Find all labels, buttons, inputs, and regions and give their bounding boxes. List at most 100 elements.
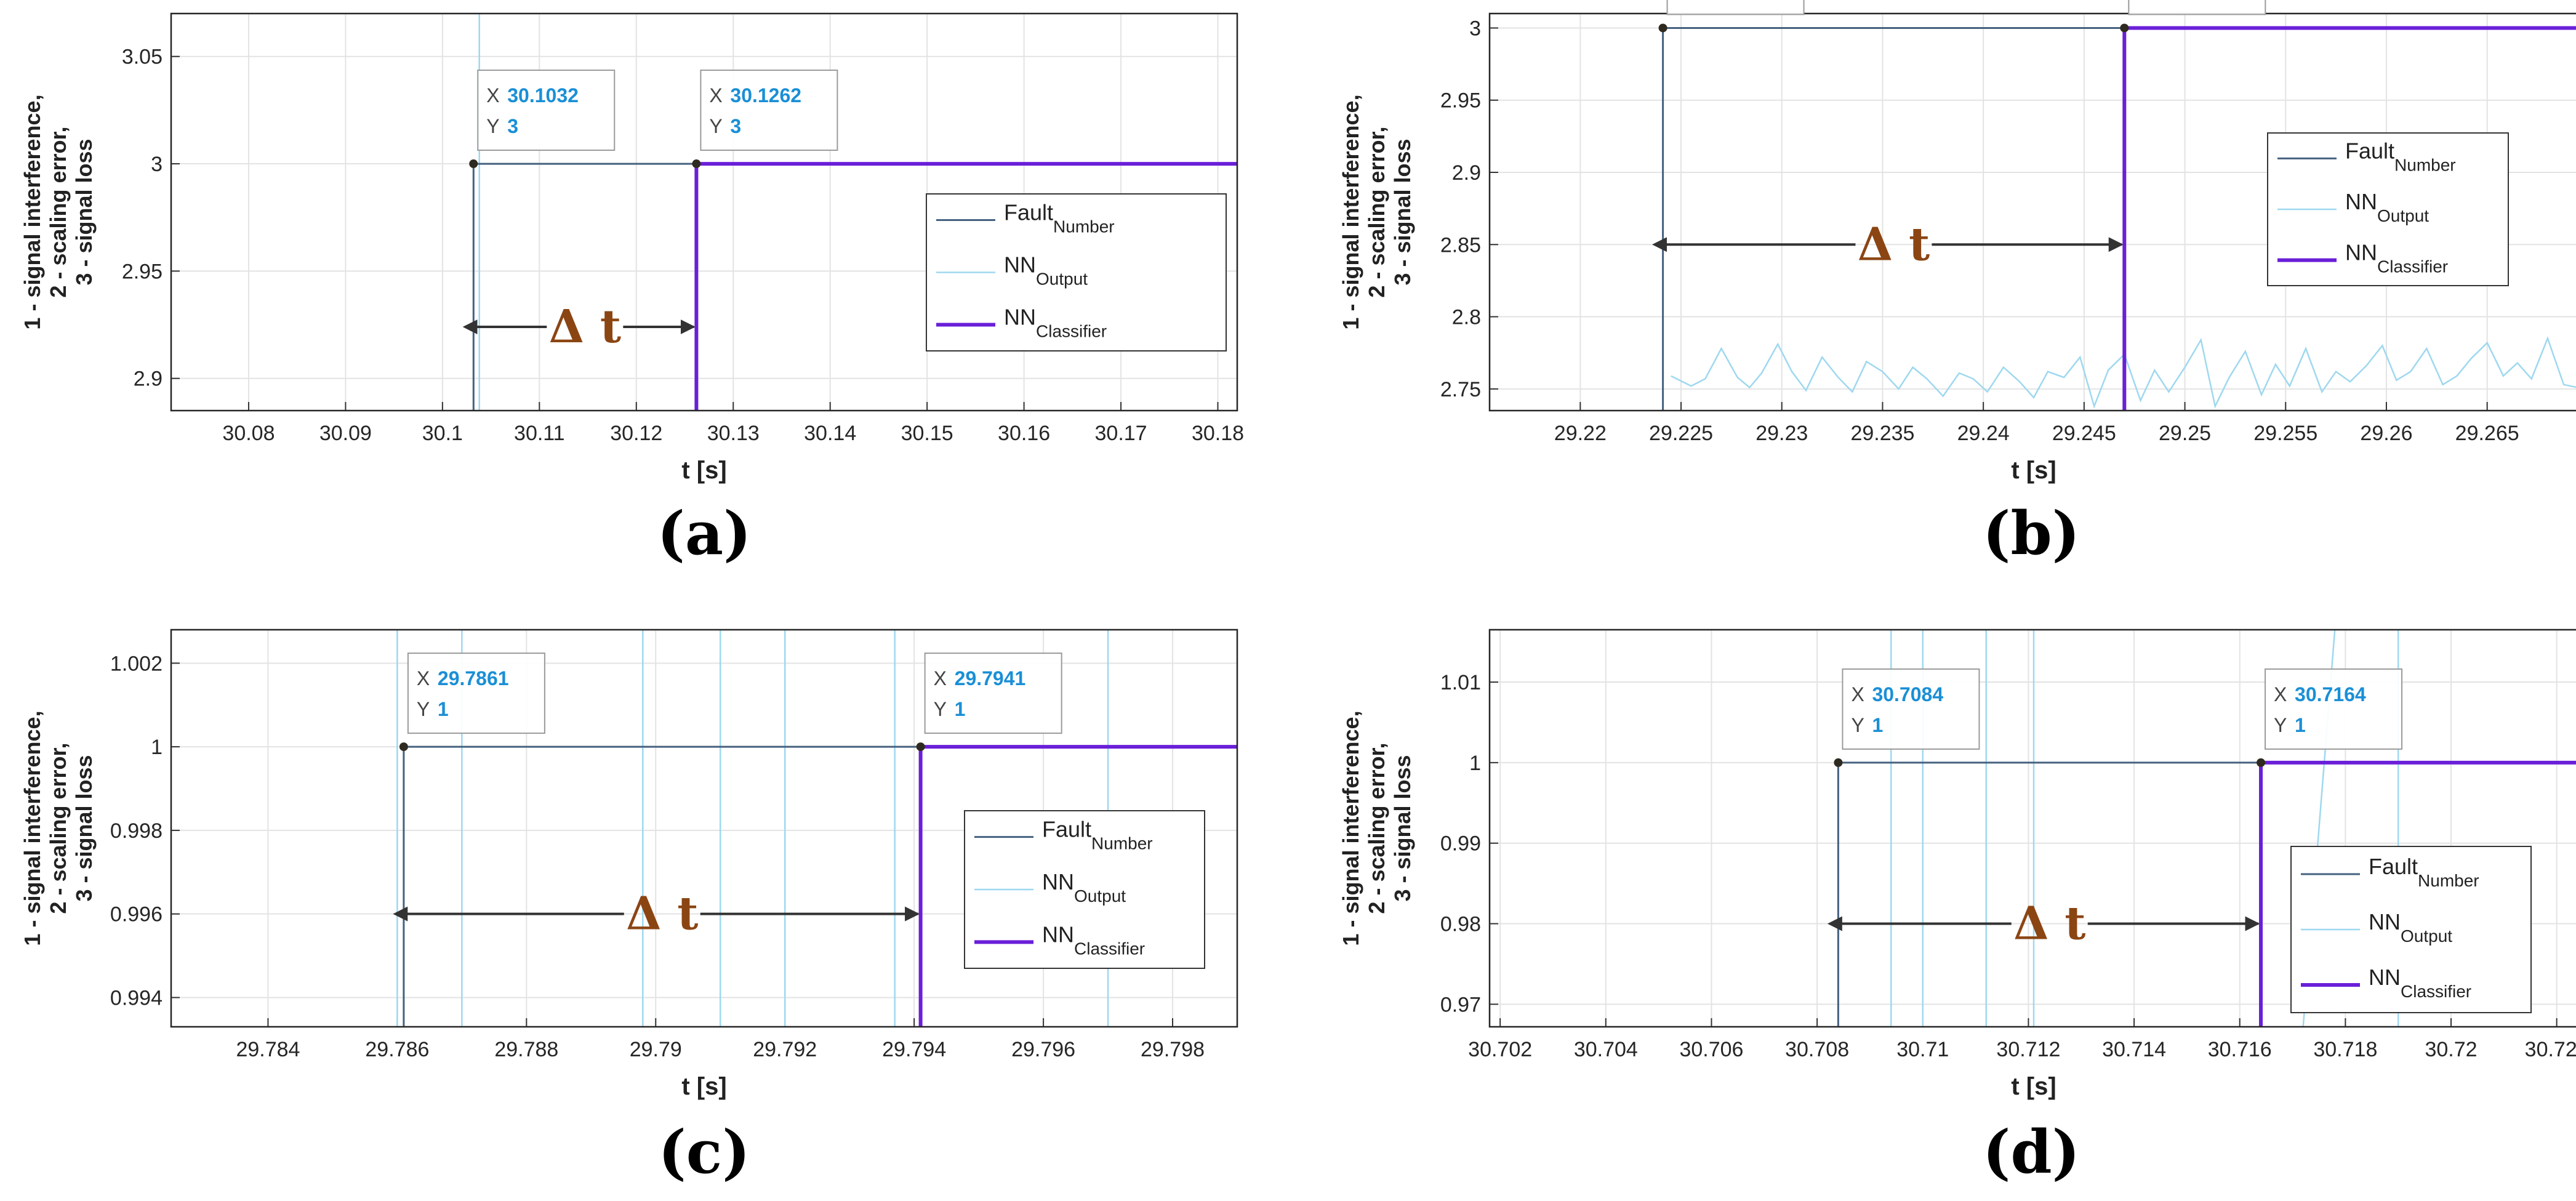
delta-t-label: Δ t bbox=[549, 300, 621, 353]
legend-entry: NNOutput bbox=[2345, 189, 2429, 225]
axes-box bbox=[1488, 629, 2576, 1028]
x-tick-label: 29.794 bbox=[882, 1038, 946, 1061]
x-tick-label: 30.17 bbox=[1095, 422, 1147, 445]
y-tick-label: 0.98 bbox=[1440, 913, 1481, 936]
legend-entry-main: Fault bbox=[1042, 817, 1091, 842]
datatip-x-value: 29.7861 bbox=[438, 667, 509, 689]
y-axis-label-line: 1 - signal interference, bbox=[20, 94, 45, 329]
x-tick-label: 30.09 bbox=[319, 422, 372, 445]
chart-panel: 30.08 30.09 30.1 30.11 30.12 30.13 30.14 30.15 3… bbox=[20, 12, 1244, 568]
legend-entry-sub: Output bbox=[2377, 206, 2429, 225]
y-tick-label: 0.996 bbox=[110, 903, 163, 926]
legend-entry-sub: Number bbox=[2418, 871, 2479, 890]
x-tick-label: 29.245 bbox=[2052, 422, 2116, 445]
legend-entry: NNClassifier bbox=[2369, 965, 2471, 1001]
legend-entry-sub: Output bbox=[1074, 886, 1126, 906]
datatip-y-key: Y bbox=[486, 115, 499, 137]
y-tick-label: 0.998 bbox=[110, 819, 163, 843]
legend-entry: FaultNumber bbox=[1004, 200, 1115, 236]
y-tick-label: 2.9 bbox=[1452, 161, 1481, 185]
x-tick-label: 30.72 bbox=[2425, 1038, 2477, 1061]
chart-panel: 29.784 29.786 29.788 29.79 29.792 29.794 29.79… bbox=[20, 629, 1238, 1187]
datatip-y-value: 1 bbox=[2295, 714, 2306, 736]
axes-box bbox=[170, 629, 1238, 1028]
datatip-y-key: Y bbox=[709, 115, 722, 137]
legend-entry-main: NN bbox=[2345, 189, 2377, 214]
y-tick-label: 2.8 bbox=[1452, 306, 1481, 329]
x-tick-label: 29.265 bbox=[2455, 422, 2519, 445]
legend-entry-sub: Output bbox=[2401, 926, 2452, 946]
x-tick-label: 29.784 bbox=[236, 1038, 300, 1061]
y-axis-label-line: 2 - scaling error, bbox=[46, 126, 71, 297]
x-tick-label: 30.706 bbox=[1679, 1038, 1743, 1061]
y-tick-label: 2.95 bbox=[122, 260, 163, 283]
panel-label: (a) bbox=[657, 499, 751, 568]
delta-t-label: Δ t bbox=[626, 888, 698, 941]
datatip-y-key: Y bbox=[1676, 0, 1689, 1]
y-axis-label-line: 3 - signal loss bbox=[71, 755, 97, 901]
x-tick-label: 30.712 bbox=[1996, 1038, 2060, 1061]
chart-panel: 30.702 30.704 30.706 30.708 30.71 30.712 30.71… bbox=[1338, 629, 2576, 1187]
x-tick-label: 29.22 bbox=[1554, 422, 1607, 445]
y-tick-label: 2.85 bbox=[1440, 233, 1481, 257]
datatip-x-value: 30.7084 bbox=[1872, 683, 1943, 705]
y-axis-label-line: 1 - signal interference, bbox=[1338, 710, 1363, 946]
datatip-y-key: Y bbox=[1851, 714, 1864, 736]
x-tick-label: 30.1 bbox=[422, 422, 463, 445]
delta-t-label: Δ t bbox=[2013, 898, 2085, 950]
x-tick-label: 29.225 bbox=[1649, 422, 1713, 445]
datatip-marker bbox=[1658, 23, 1667, 33]
x-tick-label: 30.716 bbox=[2208, 1038, 2272, 1061]
x-tick-label: 30.722 bbox=[2525, 1038, 2576, 1061]
datatip-x-value: 30.1262 bbox=[730, 84, 801, 106]
legend-entry-sub: Classifier bbox=[2377, 257, 2448, 276]
y-axis-label-line: 1 - signal interference, bbox=[1338, 94, 1363, 329]
datatip-box bbox=[700, 70, 838, 151]
datatip-y-value: 3 bbox=[1697, 0, 1708, 1]
x-tick-label: 29.235 bbox=[1850, 422, 1914, 445]
y-tick-label: 0.97 bbox=[1440, 993, 1481, 1016]
x-tick-label: 29.23 bbox=[1755, 422, 1808, 445]
datatip-y-value: 1 bbox=[438, 698, 449, 720]
x-tick-label: 29.25 bbox=[2159, 422, 2211, 445]
y-axis-label: 1 - signal interference,2 - scaling erro… bbox=[20, 710, 97, 946]
panel-label: (d) bbox=[1983, 1117, 2080, 1187]
y-tick-label: 0.99 bbox=[1440, 832, 1481, 856]
legend-entry: FaultNumber bbox=[1042, 817, 1153, 853]
axes-box bbox=[170, 12, 1238, 412]
datatip-x-key: X bbox=[934, 667, 947, 689]
y-axis-label-line: 2 - scaling error, bbox=[1364, 742, 1389, 914]
datatip-marker bbox=[2120, 23, 2129, 33]
x-tick-label: 30.702 bbox=[1468, 1038, 1532, 1061]
datatip-marker bbox=[692, 159, 701, 169]
axes-box bbox=[1488, 12, 2576, 412]
x-tick-label: 29.79 bbox=[630, 1038, 682, 1061]
datatip-box bbox=[477, 70, 616, 151]
y-axis-label-line: 3 - signal loss bbox=[1390, 755, 1415, 901]
legend-entry: FaultNumber bbox=[2369, 854, 2479, 890]
legend-entry-main: Fault bbox=[2345, 138, 2394, 163]
x-tick-label: 30.708 bbox=[1785, 1038, 1849, 1061]
legend-entry-main: NN bbox=[2345, 240, 2377, 265]
x-axis-label: t [s] bbox=[2011, 1073, 2056, 1100]
y-tick-label: 1 bbox=[1469, 752, 1481, 775]
x-tick-label: 30.704 bbox=[1574, 1038, 1638, 1061]
x-axis-label: t [s] bbox=[681, 457, 726, 484]
y-tick-label: 1.01 bbox=[1440, 671, 1481, 694]
y-tick-label: 3 bbox=[1469, 17, 1481, 40]
legend-entry: NNOutput bbox=[1042, 869, 1126, 906]
legend-entry-sub: Number bbox=[1091, 834, 1153, 853]
x-tick-label: 30.13 bbox=[707, 422, 760, 445]
legend-entry-main: NN bbox=[2369, 965, 2401, 990]
y-tick-label: 0.994 bbox=[110, 986, 163, 1010]
chart-panel: 29.22 29.225 29.23 29.235 29.24 29.245 29.25 29… bbox=[1338, 0, 2576, 568]
legend-entry-main: Fault bbox=[2369, 854, 2418, 879]
legend-entry: NNOutput bbox=[1004, 252, 1088, 289]
datatip-box bbox=[2265, 668, 2403, 750]
datatip-x-key: X bbox=[1851, 683, 1864, 705]
x-tick-label: 30.18 bbox=[1192, 422, 1244, 445]
datatip-box bbox=[1666, 0, 1805, 15]
y-tick-label: 2.95 bbox=[1440, 89, 1481, 113]
legend-entry-sub: Classifier bbox=[1036, 322, 1107, 341]
y-tick-label: 2.9 bbox=[134, 368, 163, 391]
